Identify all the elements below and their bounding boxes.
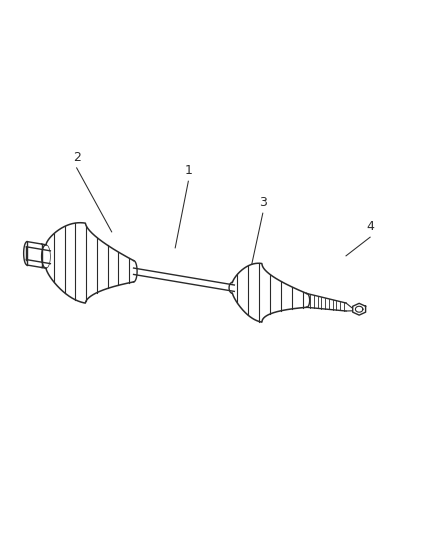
Text: 3: 3 (259, 196, 267, 209)
Polygon shape (307, 294, 346, 311)
Text: 4: 4 (366, 220, 374, 233)
Polygon shape (46, 223, 134, 303)
Polygon shape (353, 303, 366, 315)
Text: 2: 2 (73, 151, 81, 164)
Text: 1: 1 (184, 164, 192, 177)
Polygon shape (232, 263, 307, 322)
